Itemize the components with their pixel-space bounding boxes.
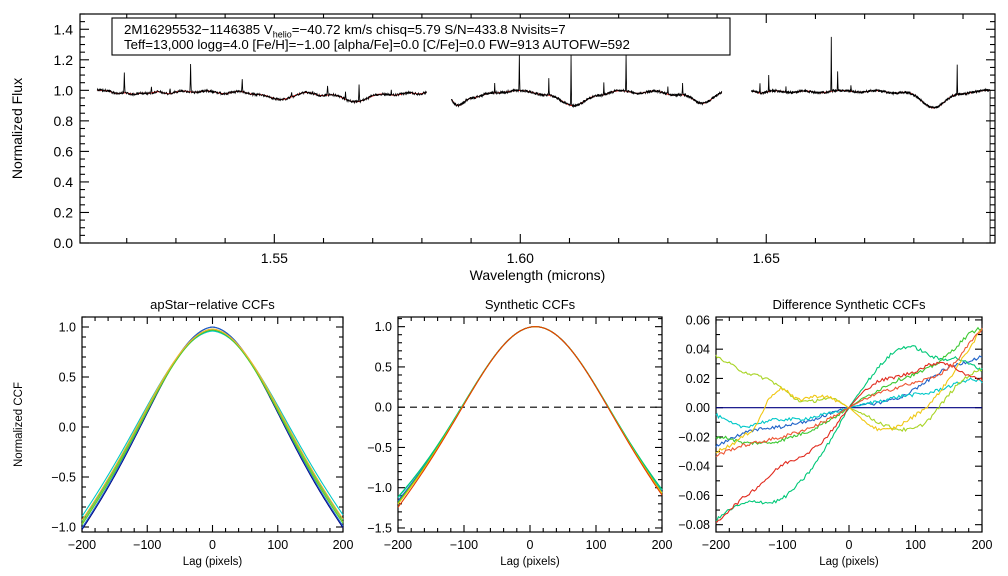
observed-spectrum-segment-3 — [751, 36, 993, 244]
y-tick-label: 0.06 — [686, 313, 710, 327]
x-tick-label: 1.55 — [261, 250, 288, 266]
difference-ccf-curve-5 — [715, 354, 983, 433]
synthetic-ccf-curve-1 — [397, 326, 663, 502]
difference-ccf-curve-3 — [715, 345, 983, 522]
spectrum-panel: 0.0 0.2 0.4 0.6 0.8 1.0 1.2 1.4 1.55 1.60 1.65 Wave… — [9, 13, 996, 283]
y-tick-label: 1.4 — [54, 21, 74, 37]
y-tick-label: −0.02 — [678, 430, 710, 444]
observed-spectrum-segment-1 — [96, 63, 428, 105]
synthetic-ccf-curve-7 — [397, 326, 663, 508]
spectrum-xlabel: Wavelength (microns) — [470, 267, 606, 283]
synthetic-ccf-curve-5 — [397, 326, 663, 503]
y-tick-label: 1.0 — [375, 320, 392, 334]
synthetic-ccf-panel: −200 −100 0 100 200 −1.5 −1.0 −0.5 0.0 0.5 1.0 Synt… — [367, 297, 672, 568]
y-tick-label: 0.2 — [54, 204, 74, 220]
synthetic-ccf-curve-3 — [397, 326, 663, 499]
x-tick-label: 1.65 — [753, 250, 780, 266]
y-tick-label: −0.04 — [678, 460, 710, 474]
apstar-ccf-curve-2 — [81, 326, 344, 529]
y-tick-label: 0.0 — [54, 235, 74, 251]
y-tick-label: 0.8 — [54, 113, 74, 129]
synthetic-ccf-panel-frame — [397, 316, 663, 533]
apstar-ccf-curve-4 — [81, 329, 344, 522]
annotation-box — [111, 17, 731, 56]
y-tick-label: 0.4 — [54, 174, 74, 190]
x-tick-label: 100 — [586, 538, 607, 552]
y-tick-label: 0.0 — [59, 421, 76, 435]
annotation-line-1: 2M16295532−1146385 Vhelio=−40.72 km/s ch… — [124, 22, 566, 40]
x-tick-label: 0 — [527, 538, 534, 552]
y-tick-label: 1.0 — [54, 82, 74, 98]
x-tick-label: 200 — [652, 538, 673, 552]
y-tick-label: −1.0 — [367, 481, 392, 495]
apstar-ccf-curve-1 — [81, 326, 344, 530]
y-tick-label: 0.04 — [686, 343, 710, 357]
difference-synthetic-ccf-panel-xlabel: Lag (pixels) — [819, 556, 879, 568]
x-tick-label: 100 — [905, 538, 926, 552]
y-tick-label: 0.5 — [59, 371, 76, 385]
difference-ccf-curve-6 — [715, 329, 983, 454]
y-tick-label: −0.08 — [678, 518, 710, 532]
y-tick-label: −1.5 — [367, 521, 392, 535]
y-tick-label: 0.00 — [686, 401, 710, 415]
annotation-line-2: Teff=13,000 logg=4.0 [Fe/H]=−1.00 [alpha… — [124, 37, 630, 52]
x-tick-label: 1.60 — [507, 250, 534, 266]
synthetic-ccf-panel-xlabel: Lag (pixels) — [500, 556, 560, 568]
difference-ccf-curve-8 — [715, 327, 983, 458]
difference-synthetic-ccf-panel-title: Difference Synthetic CCFs — [773, 297, 926, 312]
y-tick-label: −1.0 — [51, 521, 76, 535]
difference-ccf-curve-4 — [715, 326, 983, 446]
difference-synthetic-ccf-panel: −200 −100 0 100 200 −0.08 −0.06 −0.04 −0.02 0.00 0… — [678, 297, 992, 568]
x-tick-label: −200 — [702, 538, 730, 552]
x-tick-label: 0 — [846, 538, 853, 552]
apstar-relative-ccf-panel: −200 −100 0 100 200 −1.0 −0.5 0.0 0.5 1.0 apStar−r… — [13, 297, 353, 568]
apstar-relative-ccf-panel-frame — [81, 316, 344, 533]
x-tick-label: 100 — [267, 538, 288, 552]
x-tick-label: −100 — [450, 538, 478, 552]
synthetic-ccf-curve-2 — [397, 326, 663, 502]
x-tick-label: 0 — [209, 538, 216, 552]
x-tick-label: −200 — [384, 538, 412, 552]
synthetic-spectrum-segment-1 — [97, 89, 427, 103]
x-tick-label: −200 — [68, 538, 96, 552]
y-tick-label: 1.0 — [59, 321, 76, 335]
x-tick-label: −100 — [133, 538, 161, 552]
spectrum-ylabel: Normalized Flux — [9, 78, 25, 179]
difference-ccf-curve-2 — [715, 377, 983, 429]
annotation-params-1: =−40.72 km/s chisq=5.79 S/N=433.8 Nvisit… — [292, 22, 566, 37]
y-tick-label: −0.5 — [51, 471, 76, 485]
y-tick-label: 0.5 — [375, 360, 392, 374]
x-tick-label: −100 — [768, 538, 796, 552]
synthetic-ccf-curve-6 — [397, 326, 663, 505]
annotation-star-id: 2M16295532−1146385 V — [124, 22, 273, 37]
y-tick-label: 0.6 — [54, 143, 74, 159]
apstar-relative-ccf-panel-title: apStar−relative CCFs — [150, 297, 275, 312]
x-tick-label: 200 — [972, 538, 993, 552]
y-tick-label: 1.2 — [54, 52, 74, 68]
apstar-ccf-curve-5 — [81, 329, 344, 526]
y-tick-label: 0.0 — [375, 401, 392, 415]
observed-spectrum-segment-2 — [451, 53, 723, 109]
synthetic-ccf-panel-title: Synthetic CCFs — [485, 297, 576, 312]
y-tick-label: 0.02 — [686, 372, 710, 386]
apstar-relative-ccf-panel-ylabel: Normalized CCF — [13, 382, 25, 467]
annotation-helio-subscript: helio — [273, 30, 292, 40]
synthetic-spectrum-segment-3 — [751, 89, 991, 109]
y-tick-label: −0.06 — [678, 489, 710, 503]
x-tick-label: 200 — [333, 538, 354, 552]
apstar-ccf-curve-7 — [81, 328, 344, 521]
synthetic-ccf-curve-4 — [397, 326, 663, 498]
apstar-relative-ccf-panel-xlabel: Lag (pixels) — [183, 556, 243, 568]
apstar-ccf-curve-3 — [81, 330, 344, 517]
apstar-ccf-curve-6 — [81, 328, 344, 524]
y-tick-label: −0.5 — [367, 441, 392, 455]
